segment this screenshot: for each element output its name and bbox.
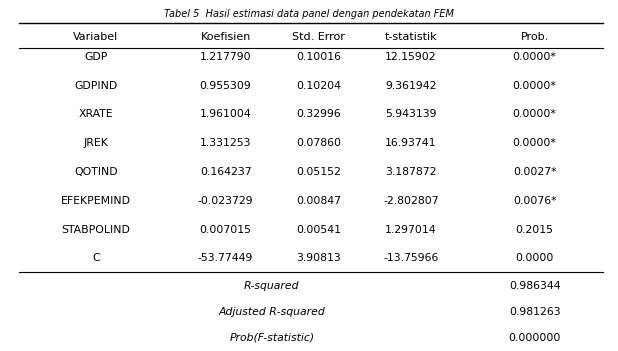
Text: 0.0000*: 0.0000* <box>513 52 556 62</box>
Text: JREK: JREK <box>83 138 108 148</box>
Text: 0.05152: 0.05152 <box>296 167 341 177</box>
Text: 16.93741: 16.93741 <box>385 138 437 148</box>
Text: Koefisien: Koefisien <box>200 32 251 42</box>
Text: 0.2015: 0.2015 <box>515 225 554 234</box>
Text: 3.90813: 3.90813 <box>296 253 341 263</box>
Text: QOTIND: QOTIND <box>74 167 117 177</box>
Text: -13.75966: -13.75966 <box>383 253 439 263</box>
Text: 1.331253: 1.331253 <box>200 138 252 148</box>
Text: t-statistik: t-statistik <box>384 32 438 42</box>
Text: 0.00541: 0.00541 <box>296 225 341 234</box>
Text: 0.955309: 0.955309 <box>200 81 252 91</box>
Text: GDP: GDP <box>84 52 108 62</box>
Text: 0.10204: 0.10204 <box>296 81 341 91</box>
Text: Prob(F-statistic): Prob(F-statistic) <box>229 333 315 343</box>
Text: 0.164237: 0.164237 <box>200 167 252 177</box>
Text: 9.361942: 9.361942 <box>385 81 437 91</box>
Text: -0.023729: -0.023729 <box>198 196 253 206</box>
Text: 0.10016: 0.10016 <box>296 52 341 62</box>
Text: Adjusted R-squared: Adjusted R-squared <box>219 307 325 317</box>
Text: 0.0000*: 0.0000* <box>513 138 556 148</box>
Text: GDPIND: GDPIND <box>74 81 117 91</box>
Text: 0.000000: 0.000000 <box>509 333 561 343</box>
Text: 0.07860: 0.07860 <box>296 138 341 148</box>
Text: XRATE: XRATE <box>78 110 113 119</box>
Text: STABPOLIND: STABPOLIND <box>61 225 130 234</box>
Text: -53.77449: -53.77449 <box>198 253 253 263</box>
Text: 5.943139: 5.943139 <box>385 110 437 119</box>
Text: Std. Error: Std. Error <box>292 32 345 42</box>
Text: 12.15902: 12.15902 <box>385 52 437 62</box>
Text: 0.986344: 0.986344 <box>509 281 561 291</box>
Text: 0.00847: 0.00847 <box>296 196 341 206</box>
Text: 0.0000*: 0.0000* <box>513 110 556 119</box>
Text: 0.0000: 0.0000 <box>515 253 554 263</box>
Text: R-squared: R-squared <box>244 281 300 291</box>
Text: -2.802807: -2.802807 <box>383 196 439 206</box>
Text: Variabel: Variabel <box>73 32 119 42</box>
Text: 0.0076*: 0.0076* <box>513 196 556 206</box>
Text: 0.0000*: 0.0000* <box>513 81 556 91</box>
Text: 0.981263: 0.981263 <box>509 307 561 317</box>
Text: 1.961004: 1.961004 <box>200 110 252 119</box>
Text: Tabel 5  Hasil estimasi data panel dengan pendekatan FEM: Tabel 5 Hasil estimasi data panel dengan… <box>164 9 454 19</box>
Text: 1.217790: 1.217790 <box>200 52 252 62</box>
Text: 3.187872: 3.187872 <box>385 167 437 177</box>
Text: EFEKPEMIND: EFEKPEMIND <box>61 196 131 206</box>
Text: 0.0027*: 0.0027* <box>513 167 556 177</box>
Text: Prob.: Prob. <box>520 32 549 42</box>
Text: 0.007015: 0.007015 <box>200 225 252 234</box>
Text: 0.32996: 0.32996 <box>296 110 341 119</box>
Text: 1.297014: 1.297014 <box>385 225 437 234</box>
Text: C: C <box>92 253 99 263</box>
